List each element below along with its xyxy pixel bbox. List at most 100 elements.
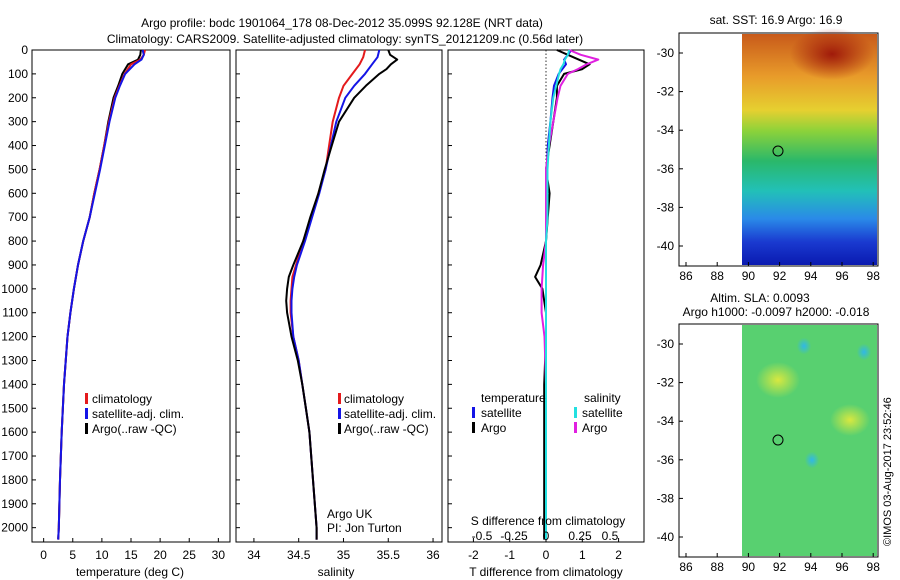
series-line-climatology [289,49,366,540]
map-y-tick-label: -34 [657,123,675,137]
map-x-tick-label: 96 [835,269,849,283]
legend-swatch-s-argo [574,422,577,433]
legend-swatch-satellite [85,408,88,419]
figure-title-line2: Climatology: CARS2009. Satellite-adjuste… [107,32,583,46]
map-x-tick-label: 86 [679,560,693,574]
difference-series [534,49,600,540]
map-y-tick-label: -40 [657,530,675,544]
argo-float-marker [772,145,784,157]
difference-y-ticks [448,49,452,529]
x-tick-label: 34 [247,548,261,562]
depth-tick-label: 1700 [1,449,28,463]
depth-tick-label: 1300 [1,353,28,367]
depth-tick-label: 1900 [1,497,28,511]
legend-title-temperature: temperature [481,391,546,405]
map-x-tick-label: 86 [679,269,693,283]
map-x-tick-label: 94 [804,560,818,574]
depth-axis: 0 100 200 300 400 500 600 700 800 900 1000 1100 1200… [1,43,36,535]
map-x-tick-label: 88 [711,269,725,283]
s-difference-label: S difference from climatology [471,514,626,528]
legend-label-t-argo: Argo [481,421,507,435]
salinity-y-ticks [236,49,240,529]
depth-tick-label: 400 [8,139,28,153]
s-tick-1: -0.5 [472,529,493,543]
depth-tick-label: 1100 [2,306,28,320]
legend-swatch-t-argo [472,422,475,433]
legend-swatch-t-satellite [472,407,475,418]
x-tick-label: 10 [95,548,109,562]
sst-map-panel: sat. SST: 16.9 Argo: 16.9 -30-32-34-36-3… [657,13,881,283]
map-x-tick-label: 98 [867,560,881,574]
depth-tick-label: 1600 [1,425,28,439]
x-tick-label: 36 [426,548,440,562]
depth-tick-label: 900 [8,258,28,272]
depth-tick-label: 500 [8,162,28,176]
map-y-tick-label: -30 [657,337,675,351]
map-x-tick-label: 94 [804,269,818,283]
legend-label-s-satellite: satellite [582,406,623,420]
argo-float-marker [772,434,784,446]
sla-high-blob [830,404,870,436]
salinity-xlabel: salinity [318,565,355,579]
x-tick-label: 5 [69,548,76,562]
depth-tick-label: 1200 [1,330,28,344]
imos-credit: ©IMOS 03-Aug-2017 23:52:46 [882,397,894,546]
salinity-x-axis: 34 34.5 35 35.5 36 [247,538,440,562]
s-tick-3: 0 [543,529,550,543]
temperature-x-axis: 0 5 10 15 20 25 30 [40,538,225,562]
sla-field [742,325,877,556]
s-tick-5: 0.5 [602,529,619,543]
x-tick-label: 0 [40,548,47,562]
map-x-tick-label: 92 [773,560,787,574]
map-x-tick-label: 92 [773,269,787,283]
depth-tick-label: 800 [8,234,28,248]
map-x-tick-label: 90 [742,269,756,283]
salinity-axes-frame [235,49,443,543]
x-tick-label: 34.5 [287,548,311,562]
depth-tick-label: 100 [8,67,28,81]
legend-swatch-argo [338,423,341,434]
legend-swatch-satellite [338,408,341,419]
x-tick-label: 30 [212,548,226,562]
depth-tick-label: 0 [21,43,28,57]
legend-swatch-climatology [338,393,341,404]
float-owner-note: Argo UK [327,507,372,521]
float-pi-note: PI: Jon Turton [327,521,402,535]
sst-warm-core [790,28,874,80]
figure-title-line1: Argo profile: bodc 1901064_178 08-Dec-20… [141,16,543,30]
map-y-tick-label: -36 [657,453,675,467]
sla-low-blob [800,446,824,474]
legend-title-salinity: salinity [584,391,621,405]
x-tick-label: 35 [337,548,351,562]
legend-label-satellite: satellite-adj. clim. [92,407,184,421]
depth-tick-label: 1400 [1,377,28,391]
sla-high-blob [756,362,800,398]
legend-label-s-argo: Argo [582,421,608,435]
x-tick-label: -1 [504,548,515,562]
difference-xlabel: T difference from climatology [469,565,623,579]
temperature-panel: 0100200300400500600700800900100011001200… [1,43,231,579]
salinity-legend: climatology satellite-adj. clim. Argo(..… [338,392,436,436]
legend-swatch-argo [85,423,88,434]
temperature-legend: climatology satellite-adj. clim. Argo(..… [85,392,184,436]
map-y-tick-label: -36 [657,162,675,176]
x-tick-label: 2 [615,548,622,562]
map-y-tick-label: -32 [657,85,675,99]
sst-map-axes: -30 -32 -34 -36 -38 -40 86 88 90 92 94 96 98 [657,46,881,283]
x-tick-label: 20 [153,548,167,562]
depth-tick-label: 1000 [1,282,28,296]
sla-low-blob [792,332,816,360]
sla-map-title2: Argo h1000: -0.0097 h2000: -0.018 [683,305,870,319]
s-tick-4: 0.25 [568,529,592,543]
s-tick-2: -0.25 [500,529,528,543]
map-y-tick-label: -38 [657,491,675,505]
depth-tick-label: 2000 [1,521,28,535]
map-y-tick-label: -34 [657,414,675,428]
map-x-tick-label: 90 [742,560,756,574]
map-x-tick-label: 88 [711,560,725,574]
legend-swatch-s-satellite [574,407,577,418]
depth-tick-label: 200 [8,91,28,105]
sla-map-panel: Altim. SLA: 0.0093 Argo h1000: -0.0097 h… [657,291,881,574]
map-y-tick-label: -30 [657,46,675,60]
